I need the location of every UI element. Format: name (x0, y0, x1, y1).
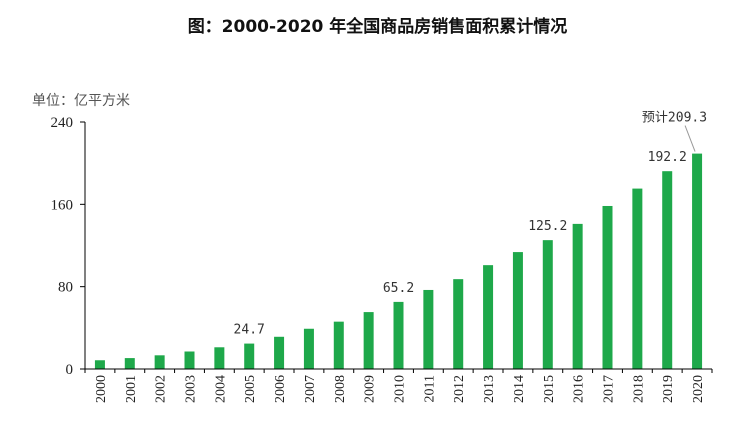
y-tick-label: 240 (51, 115, 74, 131)
data-label: 192.2 (648, 150, 687, 165)
bar-2011 (423, 289, 434, 369)
unit-label: 单位：亿平方米 (32, 93, 130, 109)
bar-2014 (512, 252, 523, 369)
x-tick-label: 2003 (184, 375, 199, 403)
x-tick-label: 2011 (422, 375, 437, 402)
bar-2007 (303, 328, 314, 369)
bar-2018 (632, 188, 643, 369)
bar-2013 (483, 265, 494, 369)
x-tick-label: 2017 (602, 375, 617, 403)
x-tick-label: 2009 (363, 375, 378, 403)
x-tick-label: 2018 (631, 375, 646, 403)
x-tick-label: 2000 (94, 375, 109, 403)
x-tick-label: 2014 (512, 375, 527, 403)
y-axis-ticks: 0 80 160 240 (51, 115, 85, 378)
x-tick-label: 2007 (303, 375, 318, 403)
bar-2006 (274, 336, 285, 369)
x-tick-label: 2012 (452, 375, 467, 403)
data-labels-group: 24.7 65.2 125.2 192.2 预计209.3 (234, 111, 708, 338)
bar-2000 (94, 360, 105, 369)
bar-2020 (692, 153, 703, 369)
x-tick-label: 2013 (482, 375, 497, 403)
x-tick-label: 2008 (333, 375, 348, 403)
data-label: 125.2 (528, 219, 567, 234)
bar-2004 (214, 347, 225, 369)
data-label-leader (684, 125, 696, 152)
data-label: 24.7 (234, 323, 265, 338)
bar-2015 (542, 240, 553, 369)
data-label: 预计209.3 (642, 111, 707, 126)
x-tick-label: 2006 (273, 375, 288, 403)
x-tick-label: 2015 (542, 375, 557, 403)
x-tick-label: 2010 (393, 375, 408, 403)
bar-2008 (333, 321, 344, 369)
bar-2005 (244, 343, 255, 369)
bar-2003 (184, 351, 195, 369)
bars-group (94, 153, 703, 369)
chart-title: 图：2000-2020 年全国商品房销售面积累计情况 (188, 16, 568, 37)
x-tick-label: 2019 (661, 375, 676, 403)
bar-2016 (572, 223, 583, 369)
x-tick-label: 2001 (124, 375, 139, 403)
data-label: 65.2 (383, 281, 414, 296)
x-tick-label: 2005 (243, 375, 258, 403)
bar-2010 (393, 301, 404, 369)
bar-2019 (662, 171, 673, 369)
y-tick-label: 0 (66, 362, 74, 378)
bar-2001 (124, 358, 135, 369)
bar-2009 (363, 312, 374, 369)
bar-2012 (453, 279, 464, 369)
y-tick-label: 160 (51, 197, 74, 213)
x-tick-label: 2020 (691, 375, 706, 403)
x-axis-ticks: 2000 2001 2002 2003 2004 2005 2006 2007 2008 2009… (84, 369, 713, 403)
y-tick-label: 80 (58, 280, 73, 296)
bar-2017 (602, 205, 613, 369)
x-tick-label: 2004 (213, 375, 228, 403)
bar-2002 (154, 355, 165, 369)
x-tick-label: 2002 (154, 375, 169, 403)
x-tick-label: 2016 (572, 375, 587, 403)
